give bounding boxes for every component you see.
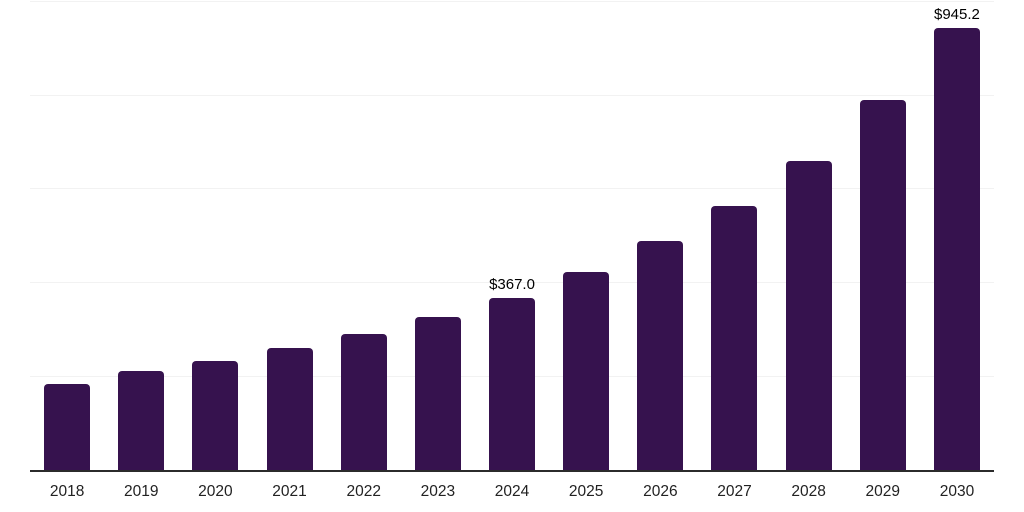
bar-slot	[327, 0, 401, 470]
x-tick-label: 2024	[494, 483, 530, 500]
bar-series: $367.0 $945.2	[30, 0, 994, 470]
x-tick-label: 2022	[346, 483, 381, 500]
bar-value-label: $367.0	[489, 276, 535, 294]
grid-line	[30, 94, 994, 96]
bar-slot	[697, 0, 771, 470]
bar-2028	[785, 160, 832, 470]
x-tick-label: 2030	[939, 483, 975, 500]
bar-2018	[44, 383, 91, 470]
bar-2019	[118, 371, 165, 470]
bar-slot	[104, 0, 178, 470]
bar-slot	[623, 0, 697, 470]
bar-2022	[340, 334, 387, 470]
x-axis-line	[30, 470, 994, 472]
x-tick-label: 2020	[198, 483, 233, 500]
x-tick-label: 2023	[420, 483, 456, 500]
bar-value-label: $945.2	[934, 6, 980, 23]
plot-area: $367.0 $945.2	[30, 0, 994, 472]
x-tick-label: 2028	[791, 483, 826, 500]
x-tick-label: 2027	[717, 483, 752, 500]
bar-slot	[846, 0, 920, 470]
x-tick-label: 2021	[272, 483, 307, 500]
bar-2025	[563, 271, 610, 470]
bar-slot	[772, 0, 846, 470]
x-tick-label: 2025	[568, 483, 604, 500]
bar-slot	[549, 0, 623, 470]
bar-2030	[933, 28, 980, 470]
grid-line	[30, 188, 994, 190]
bar-slot	[178, 0, 252, 470]
bar-slot: $945.2	[920, 0, 994, 470]
bar-2021	[266, 348, 313, 470]
x-tick-label: 2019	[123, 483, 159, 500]
grid-line	[30, 1, 994, 3]
bar-slot	[30, 0, 104, 470]
bar-2026	[637, 240, 684, 470]
x-tick-label: 2018	[49, 483, 85, 500]
x-tick-label: 2029	[865, 483, 901, 500]
bar-2020	[192, 361, 239, 470]
bar-slot	[401, 0, 475, 470]
bar-slot	[252, 0, 326, 470]
bar-slot: $367.0	[475, 0, 549, 470]
grid-line	[30, 282, 994, 283]
bar-2024	[489, 298, 536, 470]
bar-2029	[859, 100, 906, 470]
bar-2027	[711, 205, 758, 470]
x-axis-tick-labels: 2018 2019 2020 2021 2022 2023 2024 2025 2026 2027…	[30, 472, 994, 501]
x-tick-label: 2026	[643, 483, 678, 500]
bar-2023	[414, 316, 461, 470]
